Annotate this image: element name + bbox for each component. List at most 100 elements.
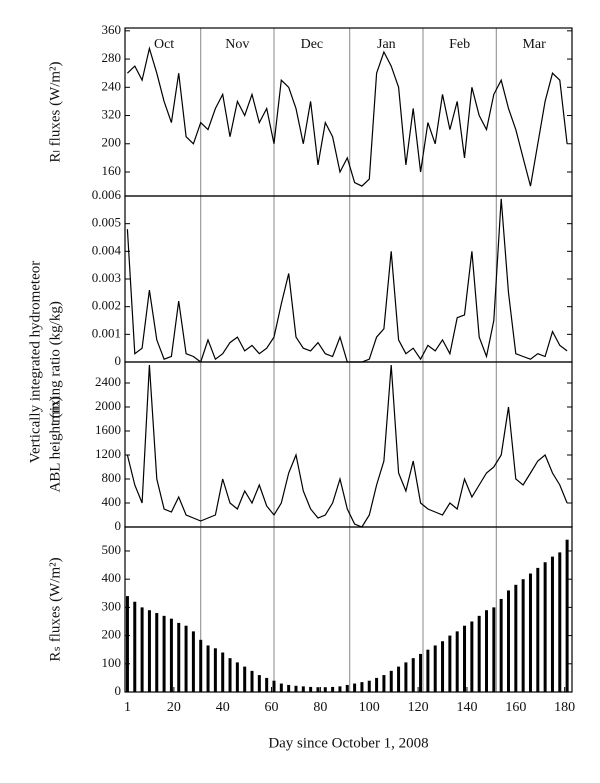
bar <box>287 684 291 692</box>
bar <box>162 615 166 692</box>
bar <box>477 615 481 692</box>
bar <box>382 675 386 692</box>
bar <box>331 686 335 692</box>
x-tick-label: 140 <box>456 700 477 715</box>
bar <box>309 686 313 692</box>
bar <box>565 539 569 692</box>
x-axis-label: Day since October 1, 2008 <box>268 735 428 751</box>
y-tick-label: 200 <box>102 627 122 642</box>
y-tick-label: 0.006 <box>92 187 122 202</box>
bar <box>426 649 430 692</box>
bar <box>323 687 327 692</box>
bar <box>543 562 547 692</box>
bar <box>213 648 217 692</box>
bar <box>257 675 261 692</box>
bar <box>521 579 525 692</box>
y-tick-label: 200 <box>102 135 122 150</box>
bar <box>367 680 371 692</box>
bar <box>235 662 239 692</box>
bar <box>514 584 518 692</box>
bar <box>411 658 415 692</box>
bar <box>448 635 452 692</box>
bar <box>221 652 225 692</box>
bar <box>353 683 357 692</box>
y-axis-label: Vertically integrated hydrometeor <box>27 261 43 463</box>
y-tick-label: 1200 <box>95 446 121 461</box>
y-tick-label: 0 <box>115 683 122 698</box>
x-tick-label: 80 <box>313 700 327 715</box>
y-tick-label: 0 <box>115 353 122 368</box>
y-axis-label: mixing ratio (kg/kg) <box>47 301 63 423</box>
bar <box>419 653 423 692</box>
month-label: Dec <box>301 37 324 52</box>
y-tick-label: 2000 <box>95 398 121 413</box>
month-label: Oct <box>154 37 174 52</box>
x-tick-label: 1 <box>124 700 131 715</box>
bar <box>433 645 437 692</box>
panel-frame <box>124 526 573 693</box>
bar <box>389 670 393 692</box>
month-label: Nov <box>225 37 249 52</box>
y-axis-label: Rₛ fluxes (W/m²) <box>47 557 63 661</box>
y-tick-label: 2400 <box>95 374 121 389</box>
bar <box>206 645 210 692</box>
data-line <box>126 46 568 187</box>
y-tick-label: 280 <box>102 50 122 65</box>
panel-frame <box>124 27 573 197</box>
bar <box>147 610 151 692</box>
bar <box>536 567 540 692</box>
y-tick-label: 300 <box>102 598 122 613</box>
month-label: Feb <box>449 37 470 52</box>
bar <box>499 598 503 692</box>
y-axis-label: Rₗ fluxes (W/m²) <box>47 61 63 162</box>
y-tick-label: 100 <box>102 655 122 670</box>
x-tick-label: 40 <box>216 700 230 715</box>
data-line <box>126 198 568 363</box>
bar <box>243 666 247 692</box>
y-tick-label: 400 <box>102 570 122 585</box>
y-tick-label: 0.004 <box>92 242 122 257</box>
bar <box>279 683 283 692</box>
y-tick-label: 320 <box>102 107 122 122</box>
y-tick-label: 160 <box>102 163 122 178</box>
bar <box>528 573 532 692</box>
bar <box>177 622 181 692</box>
bar <box>250 670 254 692</box>
y-tick-label: 0.003 <box>92 270 121 285</box>
bar <box>133 601 137 692</box>
bar <box>169 618 173 692</box>
y-tick-label: 0.002 <box>92 298 121 313</box>
y-tick-label: 240 <box>102 78 122 93</box>
bar <box>272 680 276 692</box>
y-tick-label: 0.005 <box>92 215 121 230</box>
y-tick-label: 800 <box>102 470 122 485</box>
bar <box>184 625 188 692</box>
bar <box>125 596 129 692</box>
y-tick-label: 1600 <box>95 422 121 437</box>
bar <box>455 631 459 692</box>
bar <box>558 552 562 692</box>
month-label: Jan <box>377 37 396 52</box>
bar <box>550 556 554 692</box>
bar <box>228 658 232 692</box>
y-tick-label: 500 <box>102 542 122 557</box>
panel-frame <box>124 361 573 528</box>
x-tick-label: 20 <box>167 700 181 715</box>
bar <box>506 590 510 692</box>
bar <box>404 662 408 692</box>
y-axis-label: ABL height (m) <box>47 396 63 492</box>
bar <box>155 613 159 692</box>
bar <box>294 685 298 692</box>
bar <box>265 677 269 692</box>
x-tick-label: 60 <box>265 700 279 715</box>
bar <box>485 610 489 692</box>
y-tick-label: 360 <box>102 22 122 37</box>
data-line <box>126 364 568 528</box>
y-tick-label: 0.001 <box>92 325 121 340</box>
y-tick-label: 0 <box>115 518 122 533</box>
bar <box>492 607 496 692</box>
bar <box>338 686 342 692</box>
month-label: Mar <box>522 37 546 52</box>
bar <box>199 639 203 692</box>
